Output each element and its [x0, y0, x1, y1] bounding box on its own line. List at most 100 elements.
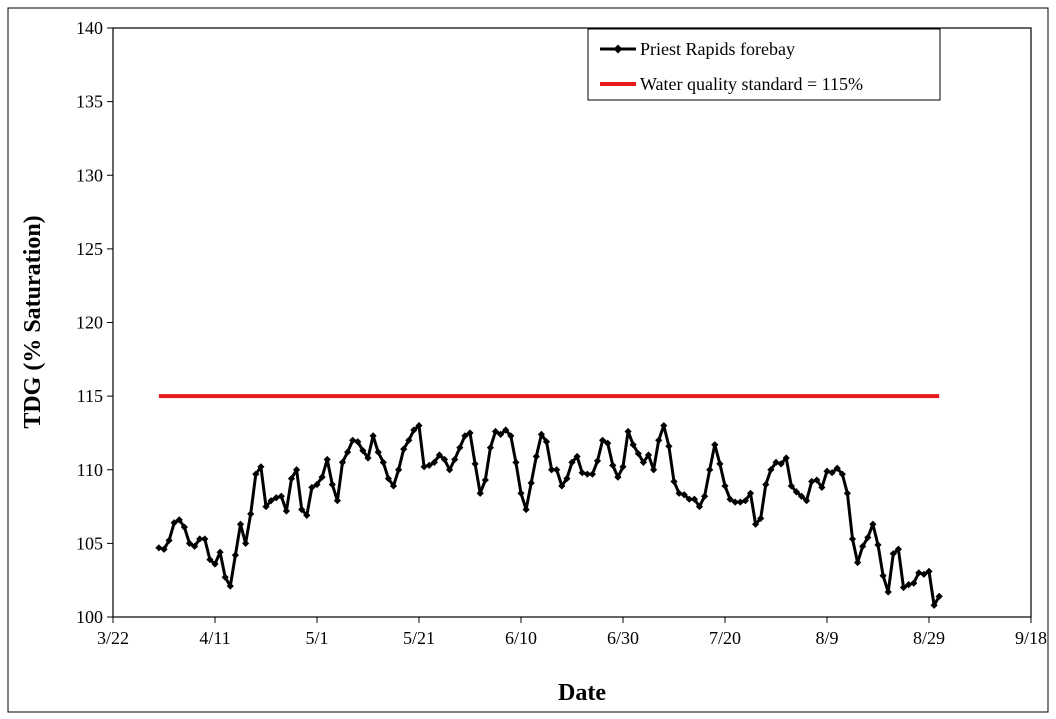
data-point — [670, 477, 678, 486]
x-tick-label: 8/9 — [815, 628, 838, 648]
data-point — [553, 466, 561, 474]
data-point — [282, 507, 290, 515]
y-tick-label: 105 — [76, 533, 103, 553]
data-point — [660, 421, 668, 430]
data-point — [537, 430, 545, 439]
data-point — [787, 482, 795, 490]
data-point — [405, 436, 413, 444]
data-point — [665, 442, 673, 450]
data-point — [634, 449, 642, 458]
data-point — [813, 476, 821, 484]
data-point — [752, 520, 760, 528]
y-axis: 100 105 110 115 120 125 130 135 140 — [76, 18, 113, 627]
data-point — [675, 489, 683, 497]
y-tick-label: 100 — [76, 607, 103, 627]
y-axis-label: TDG (% Saturation) — [20, 215, 46, 428]
data-point — [542, 438, 551, 446]
data-point — [695, 502, 704, 511]
data-point — [899, 583, 908, 592]
data-point — [486, 444, 494, 452]
data-point — [354, 438, 362, 446]
data-point — [369, 432, 377, 440]
data-point — [247, 510, 255, 518]
data-point — [201, 535, 209, 543]
data-point — [894, 545, 902, 553]
data-point — [588, 470, 596, 478]
x-tick-label: 3/22 — [97, 628, 129, 648]
data-point — [905, 581, 913, 589]
data-point — [864, 533, 872, 542]
x-tick-label: 8/29 — [913, 628, 945, 648]
data-point — [690, 495, 698, 503]
y-tick-label: 110 — [77, 460, 103, 480]
x-axis-label: Date — [558, 680, 606, 706]
data-point — [604, 439, 612, 447]
data-point — [196, 535, 204, 543]
data-point — [323, 455, 331, 464]
data-point — [624, 427, 632, 436]
data-point — [379, 458, 387, 466]
data-point — [548, 466, 556, 474]
data-point — [854, 558, 862, 567]
y-tick-label: 130 — [76, 165, 103, 185]
data-point — [823, 467, 831, 475]
data-point — [609, 461, 617, 469]
data-point — [384, 474, 392, 483]
data-point — [374, 448, 382, 456]
data-point — [736, 498, 744, 506]
data-point — [318, 473, 326, 481]
legend: Priest Rapids forebay Water quality stand… — [587, 28, 941, 101]
data-point — [655, 436, 663, 444]
data-point — [308, 483, 316, 492]
data-point — [639, 458, 647, 466]
data-point — [527, 479, 535, 487]
data-point — [333, 497, 341, 505]
data-point — [573, 452, 581, 461]
data-point — [349, 436, 357, 444]
data-point — [522, 505, 530, 514]
data-point — [910, 579, 918, 587]
data-point — [175, 516, 183, 524]
data-point — [711, 441, 719, 449]
data-point — [935, 592, 943, 600]
data-point — [242, 539, 250, 547]
data-point — [558, 482, 566, 490]
x-tick-label: 7/20 — [709, 628, 741, 648]
data-point — [920, 570, 928, 578]
y-tick-label: 115 — [77, 386, 103, 406]
legend-label: Priest Rapids forebay — [640, 39, 795, 59]
data-point — [277, 492, 285, 500]
data-point — [502, 426, 510, 434]
data-point — [221, 573, 229, 581]
data-point — [471, 460, 479, 468]
data-point — [425, 461, 433, 469]
data-point — [165, 536, 173, 545]
data-point — [216, 548, 224, 556]
data-point — [185, 539, 194, 547]
legend-box — [587, 28, 941, 101]
data-point — [619, 463, 627, 471]
data-point — [338, 458, 347, 466]
data-point — [757, 514, 765, 522]
data-point — [400, 445, 408, 453]
data-point — [869, 520, 877, 528]
data-point — [884, 588, 892, 596]
y-tick-label: 140 — [76, 18, 103, 38]
data-point — [262, 502, 270, 511]
y-tick-label: 135 — [76, 92, 103, 112]
data-point — [435, 451, 443, 459]
y-tick-label: 125 — [76, 239, 103, 259]
data-point — [298, 505, 306, 514]
data-point — [838, 470, 846, 478]
data-point — [782, 454, 790, 462]
data-point — [236, 520, 245, 528]
data-point — [430, 458, 438, 466]
series-layer — [155, 394, 943, 609]
data-point — [313, 480, 321, 489]
data-point — [410, 426, 418, 434]
data-point — [848, 535, 857, 543]
data-point — [644, 451, 653, 459]
data-point — [767, 466, 775, 474]
data-point — [267, 497, 275, 505]
data-point — [731, 498, 739, 506]
